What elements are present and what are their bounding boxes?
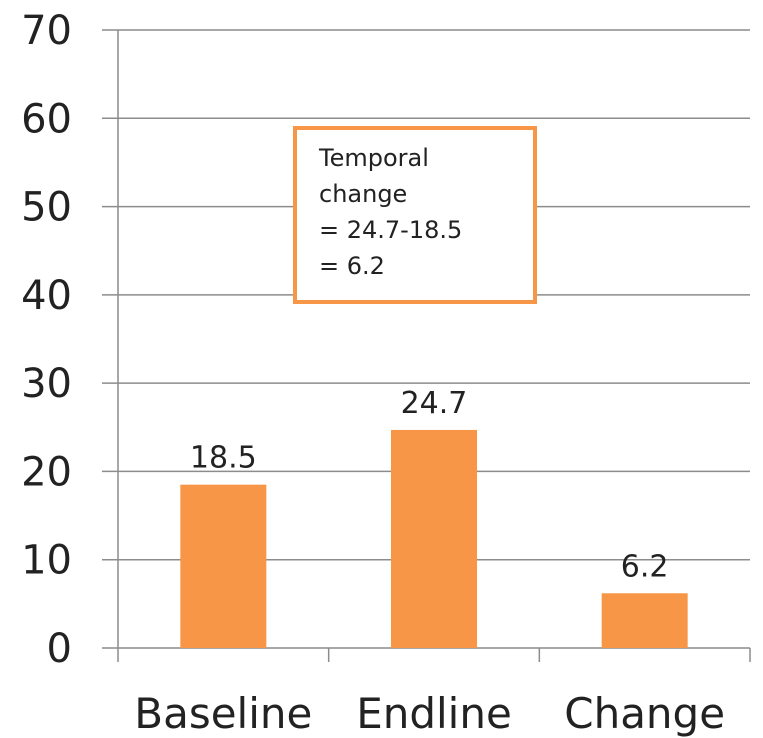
bar-change — [601, 593, 688, 648]
x-tick-label-endline: Endline — [356, 689, 512, 738]
data-label-change: 6.2 — [621, 549, 669, 584]
data-label-endline: 24.7 — [401, 386, 468, 421]
annotation-line-1: Temporal — [319, 144, 429, 172]
y-tick-label: 70 — [21, 8, 72, 54]
y-axis-ticks: 0 10 20 30 40 50 60 70 — [21, 8, 72, 672]
annotation-line-3: = 24.7-18.5 — [319, 216, 463, 244]
x-tick-label-baseline: Baseline — [134, 689, 312, 738]
data-labels: 18.5 24.7 6.2 — [190, 386, 669, 584]
y-tick-label: 30 — [21, 361, 72, 407]
y-tick-label: 60 — [21, 96, 72, 142]
x-tick-label-change: Change — [564, 689, 725, 738]
y-tick-label: 40 — [21, 273, 72, 319]
annotation-line-2: change — [319, 180, 408, 208]
x-axis: Baseline Endline Change — [117, 648, 751, 738]
annotation-line-4: = 6.2 — [319, 252, 385, 280]
y-tick-label: 10 — [21, 538, 72, 584]
bar-endline — [391, 429, 477, 648]
bar-baseline — [180, 484, 267, 648]
y-tick-label: 50 — [21, 185, 72, 231]
y-tick-label: 20 — [21, 449, 72, 495]
y-tick-label: 0 — [47, 626, 72, 672]
bars — [180, 429, 688, 648]
data-label-baseline: 18.5 — [190, 441, 257, 476]
annotation-box: Temporal change = 24.7-18.5 = 6.2 — [293, 126, 537, 304]
